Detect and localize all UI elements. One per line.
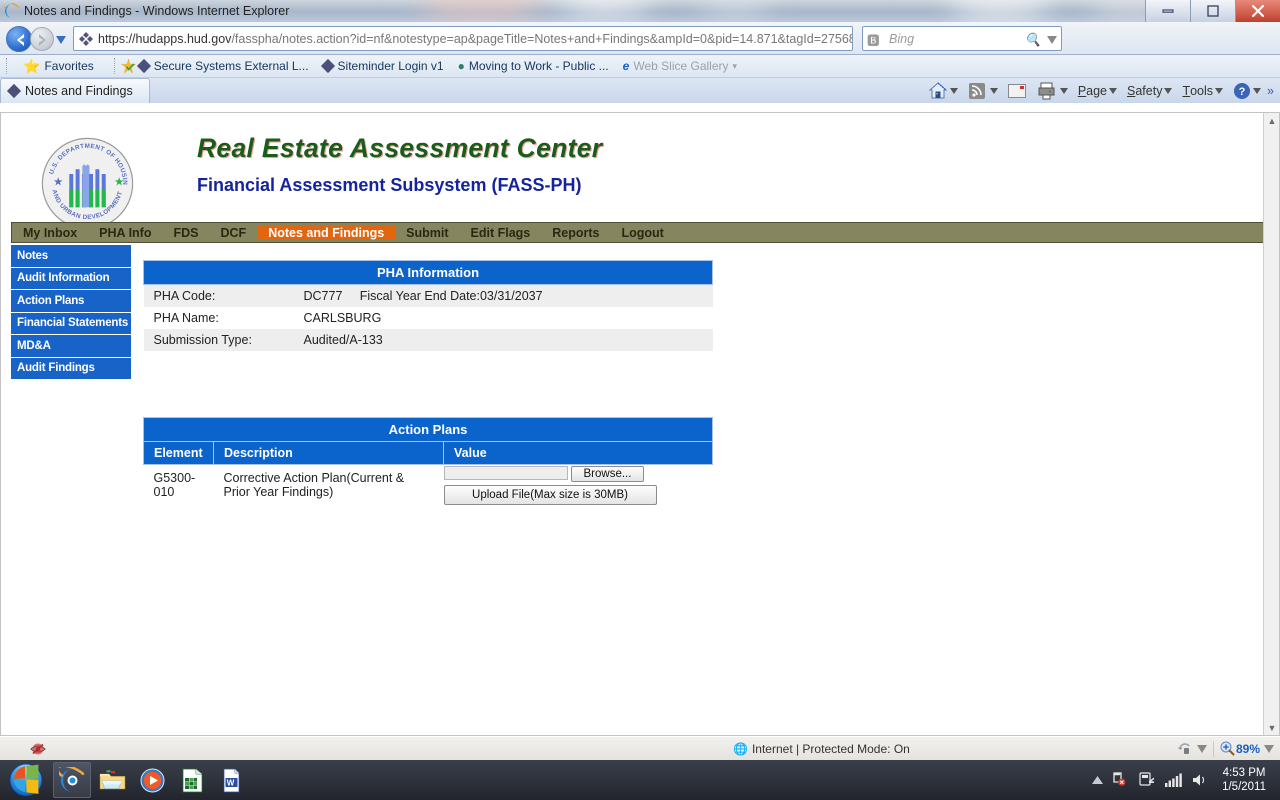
svg-text:W: W	[226, 778, 234, 787]
svg-text:?: ?	[1239, 86, 1246, 98]
